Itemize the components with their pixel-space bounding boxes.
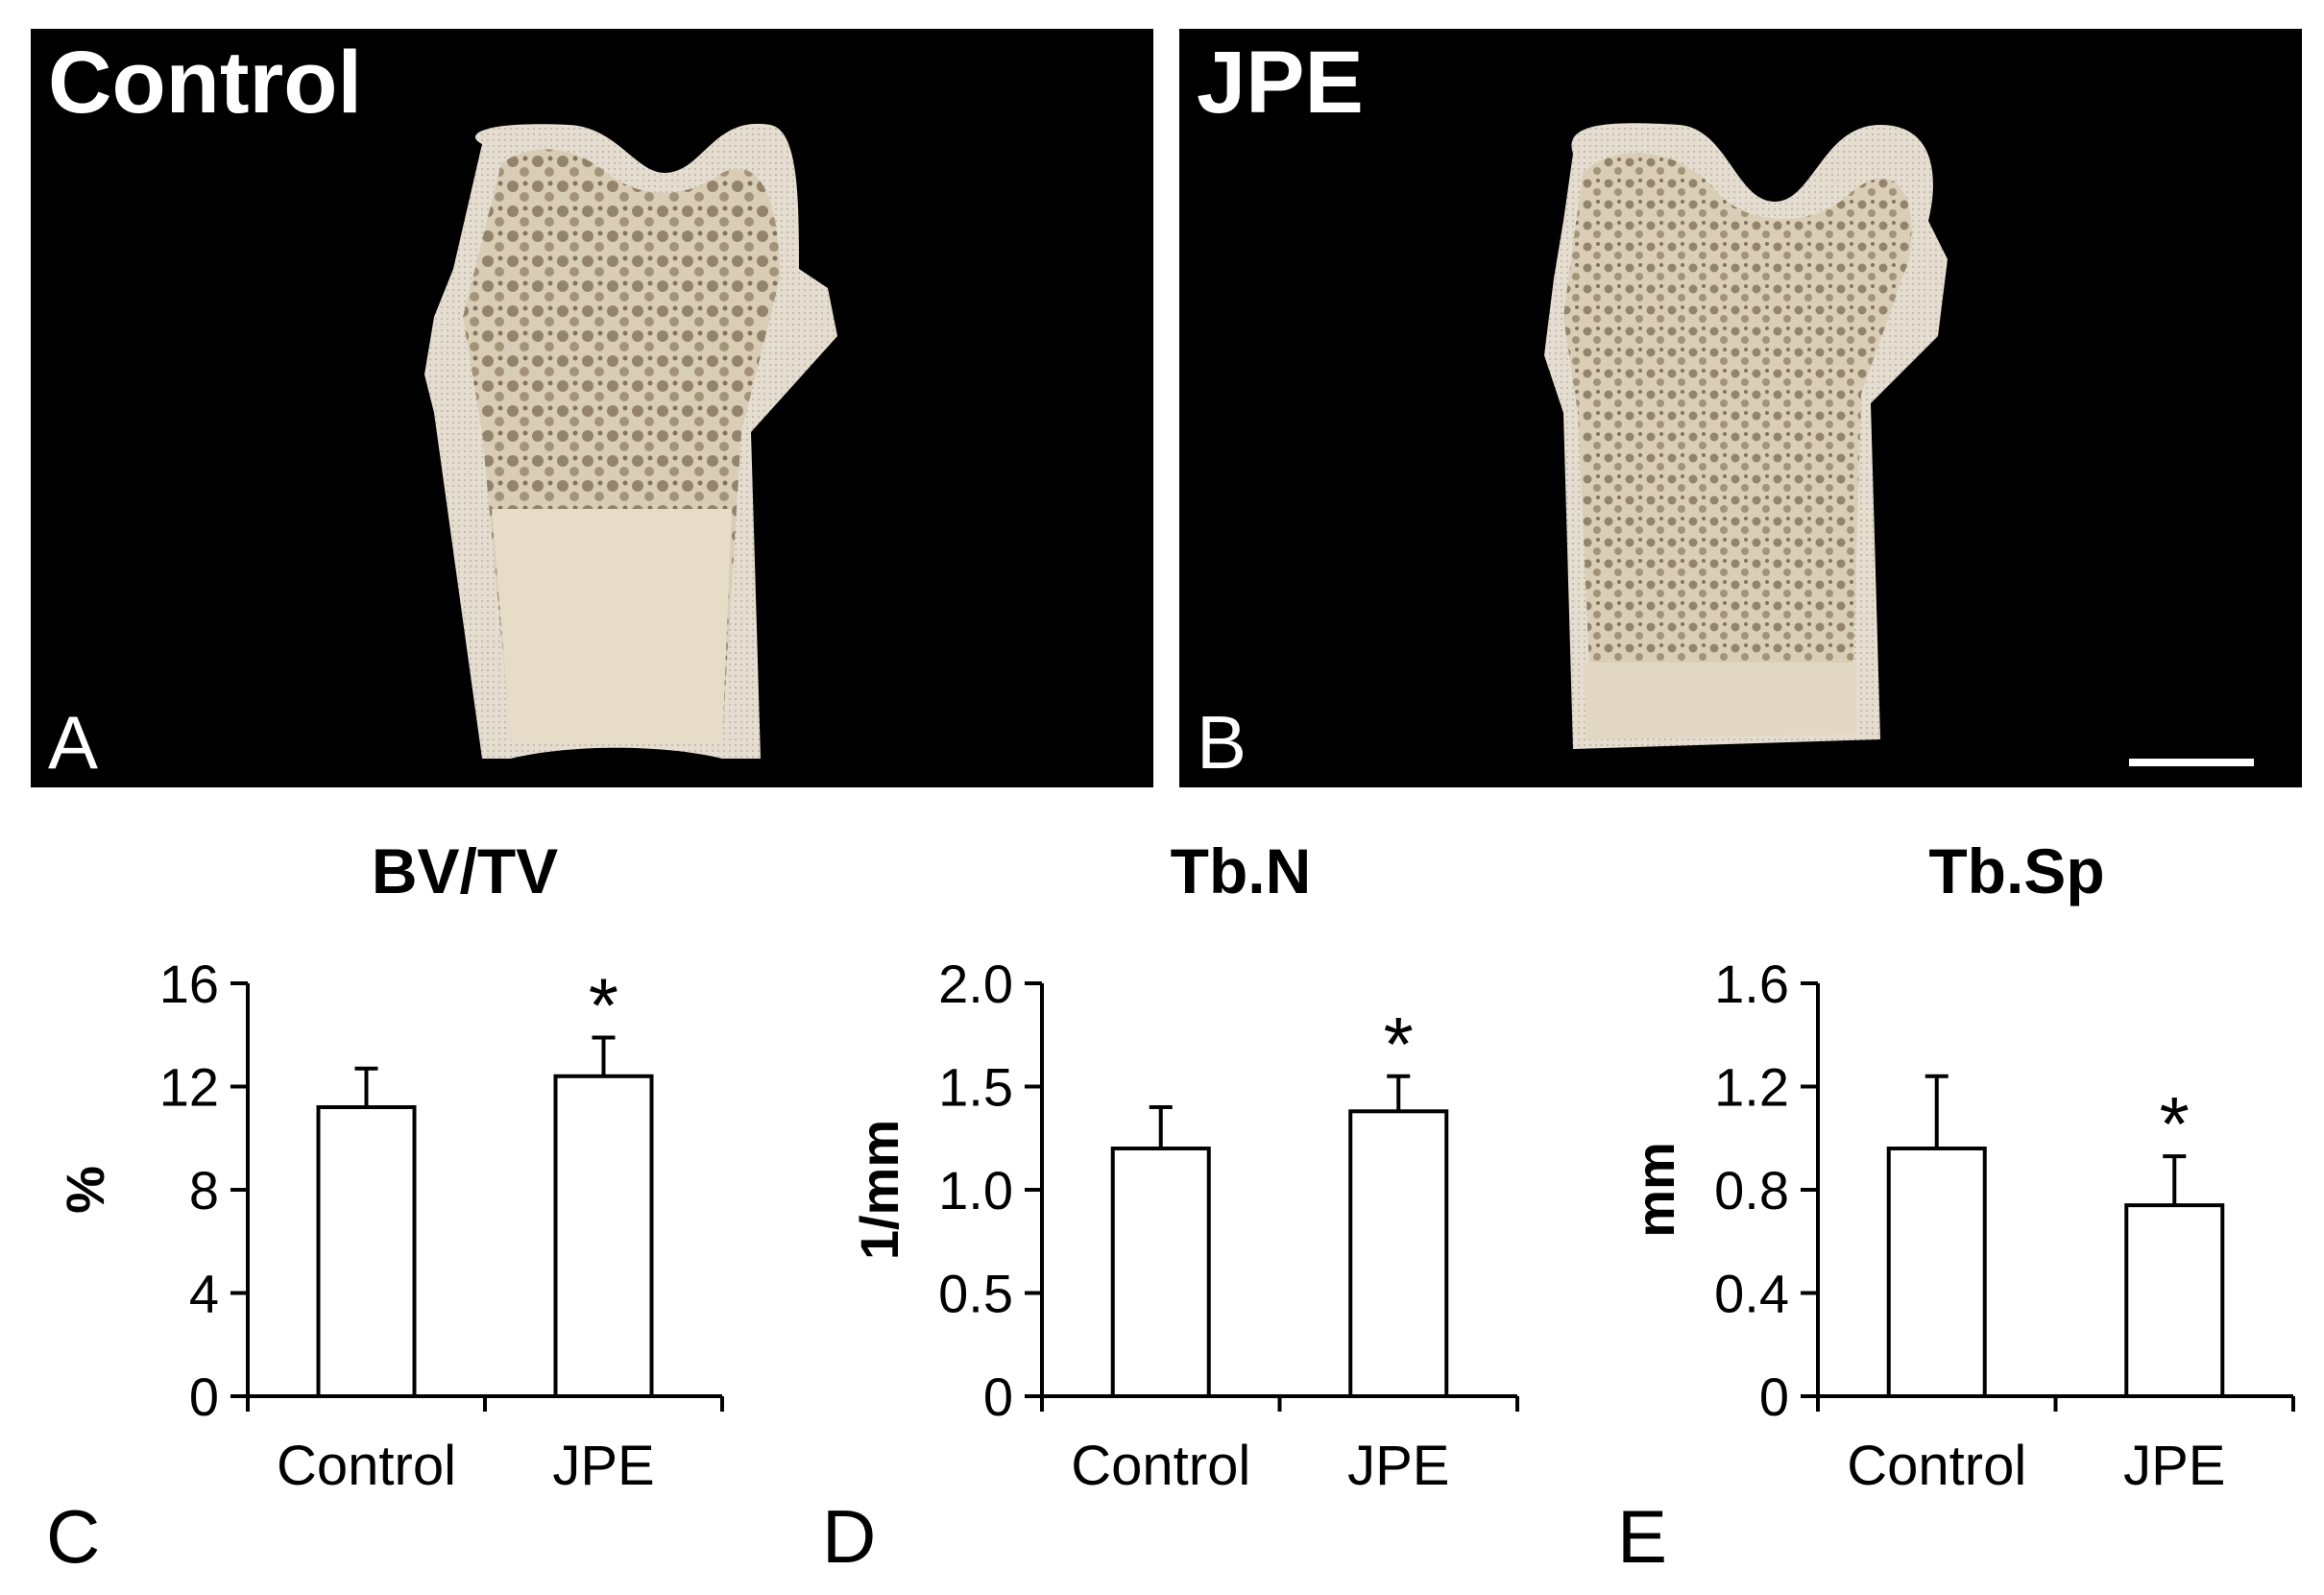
bar-jpe [2124, 1203, 2225, 1398]
bone-rendering-control [424, 123, 837, 759]
y-tick-label: 2.0 [938, 954, 1013, 1014]
panel-letter-d: D [822, 1494, 877, 1579]
y-axis-label: % [55, 1166, 115, 1214]
y-tick-label: 0.4 [1714, 1264, 1789, 1324]
y-tick-label: 0 [1759, 1366, 1789, 1427]
x-tick-label: JPE [552, 1435, 654, 1497]
y-tick-label: 1.6 [1714, 954, 1789, 1014]
micro-ct-image-jpe: JPE B [1179, 29, 2302, 787]
panel-letter-e: E [1617, 1494, 1668, 1579]
x-tick-label: Control [1071, 1435, 1250, 1497]
y-tick-label: 1.2 [1714, 1057, 1789, 1118]
panel-letter-c: C [46, 1494, 101, 1579]
bar-control [1110, 1147, 1211, 1398]
y-tick-label: 8 [189, 1160, 219, 1220]
panel-letter-b: B [1197, 700, 1247, 785]
y-tick-label: 0.8 [1714, 1160, 1789, 1220]
y-tick-label: 16 [159, 954, 219, 1014]
x-tick-label: Control [1847, 1435, 2026, 1497]
bar-jpe [553, 1074, 654, 1398]
y-tick-label: 0 [189, 1366, 219, 1427]
bar-charts: BV/TV% 0 4 8 12 16 Control * JPE Tb.N 1/mm 0 0.5 1.0 1… [55, 835, 2295, 1497]
y-tick-label: 1.0 [938, 1160, 1013, 1220]
micro-ct-image-control: Control A [31, 29, 1153, 787]
x-tick-label: Control [277, 1435, 456, 1497]
bar-control [316, 1105, 417, 1398]
y-tick-label: 12 [159, 1057, 219, 1118]
panel-letter-a: A [48, 700, 99, 785]
bone-rendering-jpe [1544, 123, 1948, 750]
x-tick-label: JPE [1347, 1435, 1449, 1497]
panel-title-jpe: JPE [1197, 34, 1364, 132]
panel-title-control: Control [48, 34, 363, 132]
bar-jpe [1348, 1109, 1449, 1398]
chart-title: BV/TV [372, 835, 558, 906]
y-tick-label: 0 [983, 1366, 1013, 1427]
y-tick-label: 4 [189, 1264, 219, 1324]
y-tick-label: 1.5 [938, 1057, 1013, 1118]
bar-control [1886, 1147, 1987, 1398]
y-axis-label: mm [1625, 1142, 1685, 1238]
chart-title: Tb.Sp [1928, 835, 2104, 906]
significance-asterisk: * [589, 962, 618, 1048]
significance-asterisk: * [1384, 1002, 1414, 1087]
y-axis-label: 1/mm [849, 1120, 909, 1260]
significance-asterisk: * [2160, 1081, 2190, 1167]
chart-title: Tb.N [1171, 835, 1312, 906]
x-tick-label: JPE [2123, 1435, 2225, 1497]
scale-bar [2129, 759, 2254, 766]
y-tick-label: 0.5 [938, 1264, 1013, 1324]
